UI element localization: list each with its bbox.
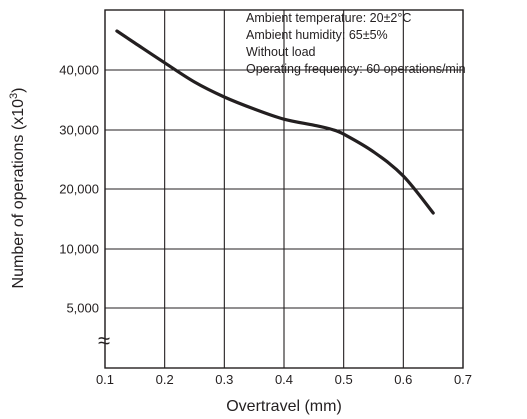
x-tick-label: 0.6	[394, 372, 412, 387]
y-tick-label: 40,000	[59, 63, 99, 78]
y-axis-break: ≈	[98, 328, 110, 353]
note-temperature: Ambient temperature: 20±2°C	[246, 11, 411, 25]
y-axis-title-exponent: 3	[8, 93, 20, 99]
y-axis-title-close: )	[10, 88, 27, 93]
note-load: Without load	[246, 45, 316, 59]
y-tick-label: 10,000	[59, 242, 99, 257]
y-axis-title: Number of operations (x103)	[8, 88, 27, 289]
y-tick-label: 20,000	[59, 182, 99, 197]
x-axis-title: Overtravel (mm)	[226, 398, 342, 415]
x-tick-label: 0.5	[335, 372, 353, 387]
x-tick-labels: 0.1 0.2 0.3 0.4 0.5 0.6 0.7	[96, 372, 472, 387]
plot-frame	[104, 9, 464, 369]
note-humidity: Ambient humidity: 65±5%	[246, 28, 388, 42]
x-tick-label: 0.3	[215, 372, 233, 387]
series	[115, 29, 435, 215]
conditions-note: Ambient temperature: 20±2°C Ambient humi…	[246, 11, 466, 76]
grid	[104, 9, 464, 368]
y-tick-label: 5,000	[66, 301, 99, 316]
x-tick-label: 0.1	[96, 372, 114, 387]
x-tick-label: 0.4	[275, 372, 293, 387]
x-tick-label: 0.7	[454, 372, 472, 387]
y-tick-label: 30,000	[59, 123, 99, 138]
note-frequency: Operating frequency: 60 operations/min	[246, 62, 466, 76]
y-axis-title-main: Number of operations (x10	[10, 99, 27, 289]
x-tick-label: 0.2	[156, 372, 174, 387]
y-tick-labels: 5,000 10,000 20,000 30,000 40,000	[59, 63, 99, 316]
series-line	[115, 29, 435, 215]
